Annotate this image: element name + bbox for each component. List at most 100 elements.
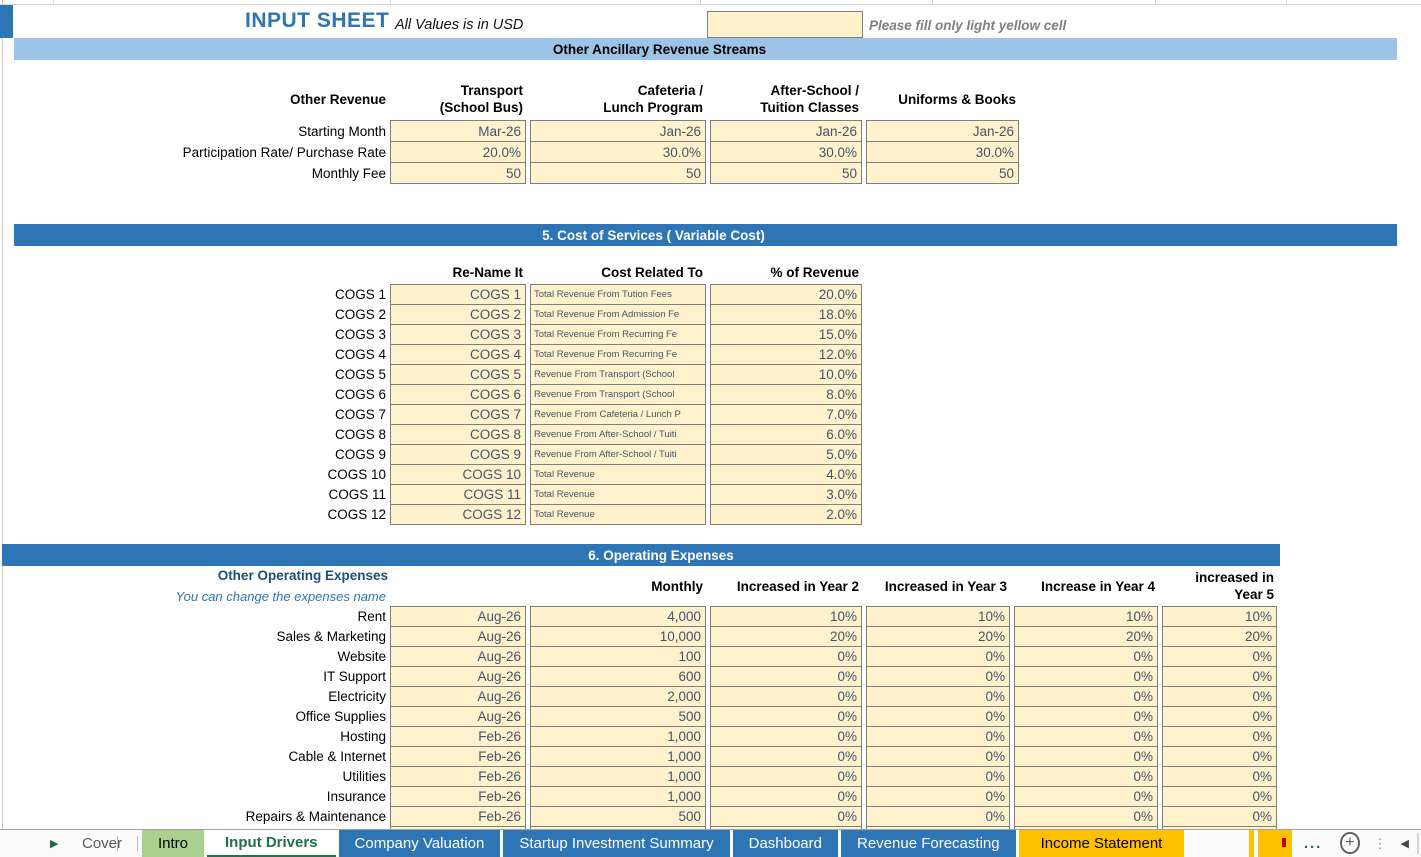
opex-year4-cell[interactable]: 0%	[1014, 806, 1158, 827]
tab-cover[interactable]: Cover	[81, 835, 122, 852]
opex-year2-cell[interactable]: 0%	[710, 766, 862, 787]
cogs-pct-cell[interactable]: 4.0%	[710, 464, 862, 485]
opex-year4-cell[interactable]: 10%	[1014, 606, 1158, 627]
sheet-tab[interactable]: Company Valuation	[338, 830, 501, 857]
opex-monthly-cell[interactable]: 500	[530, 806, 706, 827]
opex-month-cell[interactable]: Aug-26	[390, 606, 526, 627]
opex-year4-cell[interactable]: 0%	[1014, 686, 1158, 707]
cogs-pct-cell[interactable]: 6.0%	[710, 424, 862, 445]
opex-year3-cell[interactable]: 0%	[866, 706, 1010, 727]
opex-year3-cell[interactable]: 0%	[866, 766, 1010, 787]
opex-year5-cell[interactable]: 0%	[1162, 746, 1277, 767]
opex-year4-cell[interactable]: 0%	[1014, 706, 1158, 727]
opex-monthly-cell[interactable]: 2,000	[530, 686, 706, 707]
input-cell[interactable]: Mar-26	[390, 120, 526, 142]
sheet-tab[interactable]: Startup Investment Summary	[503, 830, 730, 857]
opex-year4-cell[interactable]: 0%	[1014, 646, 1158, 667]
cogs-related-cell[interactable]: Total Revenue	[530, 484, 706, 505]
opex-year4-cell[interactable]: 0%	[1014, 786, 1158, 807]
cogs-related-cell[interactable]: Total Revenue From Recurring Fe	[530, 324, 706, 345]
cogs-related-cell[interactable]: Total Revenue From Recurring Fe	[530, 344, 706, 365]
opex-monthly-cell[interactable]: 1,000	[530, 746, 706, 767]
cogs-related-cell[interactable]: Total Revenue	[530, 504, 706, 525]
cogs-name-cell[interactable]: COGS 8	[390, 424, 526, 445]
opex-year4-cell[interactable]: 0%	[1014, 746, 1158, 767]
opex-year4-cell[interactable]: 20%	[1014, 626, 1158, 647]
opex-monthly-cell[interactable]: 500	[530, 706, 706, 727]
opex-month-cell[interactable]: Aug-26	[390, 646, 526, 667]
opex-year5-cell[interactable]: 20%	[1162, 626, 1277, 647]
opex-year3-cell[interactable]: 0%	[866, 806, 1010, 827]
opex-year5-cell[interactable]: 0%	[1162, 666, 1277, 687]
input-cell[interactable]: 30.0%	[866, 141, 1019, 163]
input-cell[interactable]: 20.0%	[390, 141, 526, 163]
cogs-pct-cell[interactable]: 20.0%	[710, 284, 862, 305]
opex-monthly-cell[interactable]: 10,000	[530, 626, 706, 647]
sheet-tab[interactable]: Intro	[142, 830, 205, 857]
opex-year3-cell[interactable]: 0%	[866, 786, 1010, 807]
cogs-pct-cell[interactable]: 8.0%	[710, 384, 862, 405]
opex-month-cell[interactable]: Feb-26	[390, 786, 526, 807]
cogs-pct-cell[interactable]: 10.0%	[710, 364, 862, 385]
opex-monthly-cell[interactable]: 1,000	[530, 726, 706, 747]
input-cell[interactable]: 50	[710, 162, 862, 184]
yellow-input-cell[interactable]	[707, 11, 863, 38]
cogs-related-cell[interactable]: Total Revenue From Tution Fees	[530, 284, 706, 305]
opex-month-cell[interactable]: Aug-26	[390, 666, 526, 687]
clipped-sheet-tab[interactable]	[1258, 830, 1292, 857]
opex-year3-cell[interactable]: 0%	[866, 686, 1010, 707]
add-sheet-icon[interactable]: +	[1340, 832, 1360, 854]
cogs-related-cell[interactable]: Revenue From After-School / Tuiti	[530, 444, 706, 465]
opex-monthly-cell[interactable]: 1,000	[530, 766, 706, 787]
cogs-name-cell[interactable]: COGS 2	[390, 304, 526, 325]
opex-month-cell[interactable]: Feb-26	[390, 806, 526, 827]
cogs-pct-cell[interactable]: 12.0%	[710, 344, 862, 365]
sheet-tab[interactable]: Revenue Forecasting	[841, 830, 1016, 857]
input-cell[interactable]: 50	[866, 162, 1019, 184]
input-cell[interactable]: Jan-26	[710, 120, 862, 142]
more-sheets-ellipsis[interactable]: ...	[1303, 835, 1323, 852]
cogs-pct-cell[interactable]: 5.0%	[710, 444, 862, 465]
sheet-tab[interactable]: Dashboard	[732, 830, 838, 857]
cogs-related-cell[interactable]: Revenue From Cafeteria / Lunch P	[530, 404, 706, 425]
opex-year3-cell[interactable]: 0%	[866, 646, 1010, 667]
cogs-name-cell[interactable]: COGS 1	[390, 284, 526, 305]
opex-year5-cell[interactable]: 0%	[1162, 706, 1277, 727]
opex-year3-cell[interactable]: 0%	[866, 666, 1010, 687]
cogs-pct-cell[interactable]: 7.0%	[710, 404, 862, 425]
cogs-name-cell[interactable]: COGS 10	[390, 464, 526, 485]
opex-year3-cell[interactable]: 0%	[866, 746, 1010, 767]
cogs-pct-cell[interactable]: 15.0%	[710, 324, 862, 345]
opex-year5-cell[interactable]: 0%	[1162, 766, 1277, 787]
opex-year2-cell[interactable]: 0%	[710, 686, 862, 707]
input-cell[interactable]: 30.0%	[530, 141, 706, 163]
cogs-name-cell[interactable]: COGS 6	[390, 384, 526, 405]
opex-month-cell[interactable]: Feb-26	[390, 746, 526, 767]
opex-month-cell[interactable]: Aug-26	[390, 686, 526, 707]
input-cell[interactable]: 50	[530, 162, 706, 184]
opex-month-cell[interactable]: Aug-26	[390, 706, 526, 727]
opex-year5-cell[interactable]: 0%	[1162, 806, 1277, 827]
opex-year5-cell[interactable]: 10%	[1162, 606, 1277, 627]
opex-monthly-cell[interactable]: 1,000	[530, 786, 706, 807]
cogs-related-cell[interactable]: Revenue From After-School / Tuiti	[530, 424, 706, 445]
cogs-pct-cell[interactable]: 3.0%	[710, 484, 862, 505]
cogs-name-cell[interactable]: COGS 9	[390, 444, 526, 465]
cogs-related-cell[interactable]: Revenue From Transport (School	[530, 384, 706, 405]
horizontal-scrollbar[interactable]	[1417, 833, 1419, 854]
cogs-name-cell[interactable]: COGS 11	[390, 484, 526, 505]
input-cell[interactable]: Jan-26	[530, 120, 706, 142]
opex-year2-cell[interactable]: 0%	[710, 646, 862, 667]
scroll-left-icon[interactable]: ◀	[1400, 838, 1409, 850]
opex-year2-cell[interactable]: 0%	[710, 786, 862, 807]
sheet-tab[interactable]: Income Statement	[1018, 830, 1185, 857]
sheet-nav-left-icon[interactable]: ▶	[50, 838, 59, 850]
opex-monthly-cell[interactable]: 600	[530, 666, 706, 687]
opex-year2-cell[interactable]: 0%	[710, 806, 862, 827]
opex-year5-cell[interactable]: 0%	[1162, 646, 1277, 667]
input-cell[interactable]: 50	[390, 162, 526, 184]
opex-monthly-cell[interactable]: 100	[530, 646, 706, 667]
cogs-name-cell[interactable]: COGS 3	[390, 324, 526, 345]
cogs-related-cell[interactable]: Total Revenue From Admission Fe	[530, 304, 706, 325]
opex-year2-cell[interactable]: 0%	[710, 746, 862, 767]
